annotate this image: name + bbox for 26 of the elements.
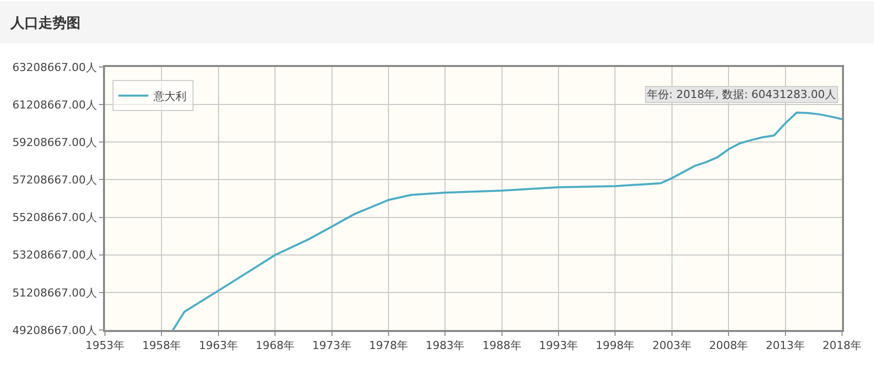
y-tick-label: 53208667.00人 — [12, 248, 97, 262]
x-tick-label: 1958年 — [142, 339, 182, 352]
y-tick-label: 61208667.00人 — [12, 98, 97, 112]
line-series — [172, 112, 842, 330]
x-tick-label: 1983年 — [426, 339, 465, 352]
x-tick-label: 1953年 — [86, 339, 124, 352]
x-tick-label: 2008年 — [709, 339, 748, 352]
x-tick-label: 1968年 — [256, 339, 295, 352]
x-tick-label: 2003年 — [652, 339, 692, 352]
y-tick-label: 49208667.00人 — [12, 324, 97, 337]
y-tick-label: 57208667.00人 — [12, 174, 97, 187]
x-tick-label: 1993年 — [539, 339, 578, 352]
x-tick-label: 1988年 — [482, 339, 522, 352]
y-tick-label: 55208667.00人 — [12, 211, 97, 224]
x-tick-label: 1978年 — [368, 339, 408, 352]
y-tick-label: 51208667.00人 — [12, 286, 97, 300]
x-tick-label: 1998年 — [596, 339, 635, 352]
x-tick-label: 2013年 — [766, 339, 805, 352]
legend-label: 意大利 — [152, 90, 186, 103]
y-tick-label: 63208667.00人 — [12, 60, 97, 74]
x-tick-label: 2018年 — [822, 339, 862, 352]
annotation: 年份: 2018年, 数据: 60431283.00人 — [647, 88, 836, 101]
y-tick-label: 59208667.00人 — [12, 136, 97, 149]
x-tick-label: 1963年 — [198, 339, 238, 352]
chart-title: 人口走势图 — [9, 15, 80, 32]
x-tick-label: 1973年 — [312, 339, 352, 352]
